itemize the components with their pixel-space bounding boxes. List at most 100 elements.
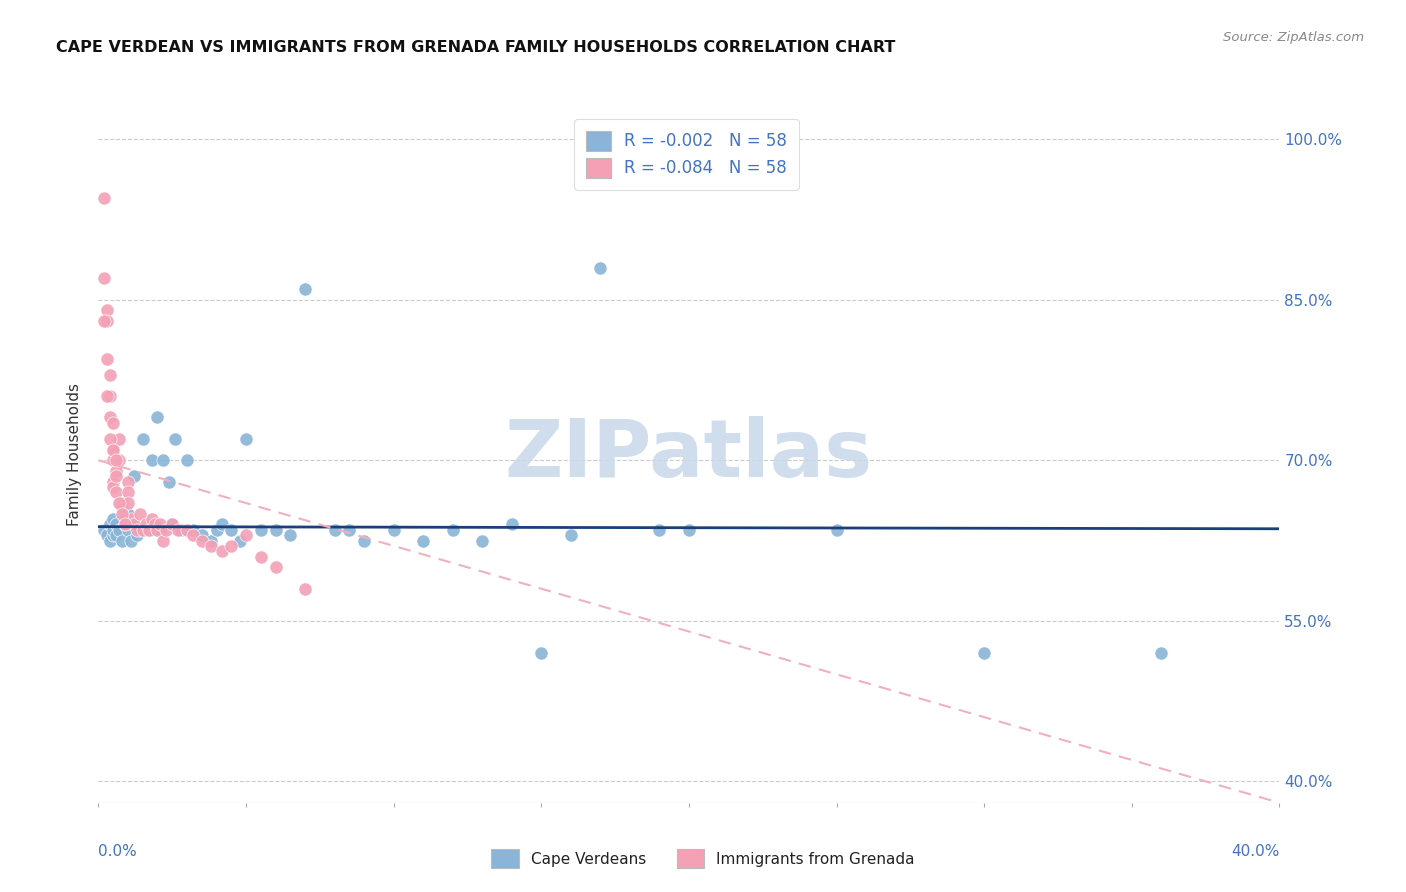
Point [264, 523, 287, 537]
Point [146, 523, 169, 537]
Text: CAPE VERDEAN VS IMMIGRANTS FROM GRENADA FAMILY HOUSEHOLDS CORRELATION CHART: CAPE VERDEAN VS IMMIGRANTS FROM GRENADA … [56, 40, 896, 55]
Point [103, 442, 125, 457]
Point [128, 523, 150, 537]
Point [114, 512, 136, 526]
Point [103, 416, 125, 430]
Point [143, 517, 166, 532]
Point [108, 453, 131, 467]
Point [250, 549, 273, 564]
Point [211, 517, 233, 532]
Point [117, 485, 139, 500]
Point [122, 469, 145, 483]
Point [501, 517, 523, 532]
Point [165, 432, 187, 446]
Point [98, 368, 121, 382]
Point [111, 496, 134, 510]
Point [125, 523, 148, 537]
Point [132, 523, 155, 537]
Point [191, 528, 214, 542]
Point [162, 517, 184, 532]
Point [530, 646, 553, 660]
Point [98, 533, 121, 548]
Point [114, 517, 136, 532]
Point [135, 523, 157, 537]
Point [250, 523, 273, 537]
Point [176, 523, 198, 537]
Point [117, 507, 139, 521]
Point [181, 528, 204, 542]
Point [98, 389, 121, 403]
Point [98, 517, 121, 532]
Point [125, 528, 148, 542]
Point [205, 523, 228, 537]
Point [114, 517, 136, 532]
Point [111, 501, 134, 516]
Point [108, 523, 131, 537]
Point [264, 560, 287, 574]
Text: 40.0%: 40.0% [1232, 845, 1279, 859]
Point [111, 533, 134, 548]
Point [141, 453, 163, 467]
Point [117, 523, 139, 537]
Point [162, 517, 184, 532]
Point [323, 523, 346, 537]
Point [93, 271, 115, 285]
Point [146, 410, 169, 425]
Point [149, 523, 172, 537]
Point [103, 512, 125, 526]
Point [103, 475, 125, 489]
Point [412, 533, 434, 548]
Point [138, 523, 160, 537]
Point [135, 517, 157, 532]
Legend: R = -0.002   N = 58, R = -0.084   N = 58: R = -0.002 N = 58, R = -0.084 N = 58 [574, 119, 799, 189]
Legend: Cape Verdeans, Immigrants from Grenada: Cape Verdeans, Immigrants from Grenada [484, 841, 922, 875]
Point [103, 442, 125, 457]
Point [560, 528, 582, 542]
Point [678, 523, 700, 537]
Point [114, 517, 136, 532]
Point [128, 507, 150, 521]
Point [294, 282, 316, 296]
Point [221, 539, 243, 553]
Point [235, 528, 257, 542]
Point [105, 453, 128, 467]
Text: 0.0%: 0.0% [98, 845, 138, 859]
Point [825, 523, 848, 537]
Point [200, 539, 222, 553]
Point [120, 512, 142, 526]
Point [141, 512, 163, 526]
Point [200, 533, 222, 548]
Point [157, 475, 180, 489]
Text: ZIPatlas: ZIPatlas [505, 416, 873, 494]
Point [235, 432, 257, 446]
Point [211, 544, 233, 558]
Point [152, 533, 174, 548]
Point [280, 528, 302, 542]
Point [103, 453, 125, 467]
Point [93, 191, 115, 205]
Point [176, 453, 198, 467]
Point [191, 533, 214, 548]
Point [170, 523, 193, 537]
Point [294, 582, 316, 596]
Point [471, 533, 494, 548]
Point [93, 523, 115, 537]
Point [96, 303, 118, 318]
Point [103, 480, 125, 494]
Point [105, 464, 128, 478]
Point [382, 523, 405, 537]
Point [98, 410, 121, 425]
Point [181, 523, 204, 537]
Point [105, 485, 128, 500]
Point [648, 523, 671, 537]
Point [138, 523, 160, 537]
Point [229, 533, 252, 548]
Point [589, 260, 612, 275]
Point [973, 646, 995, 660]
Point [108, 496, 131, 510]
Point [93, 314, 115, 328]
Point [152, 453, 174, 467]
Point [105, 528, 128, 542]
Point [132, 432, 155, 446]
Point [96, 389, 118, 403]
